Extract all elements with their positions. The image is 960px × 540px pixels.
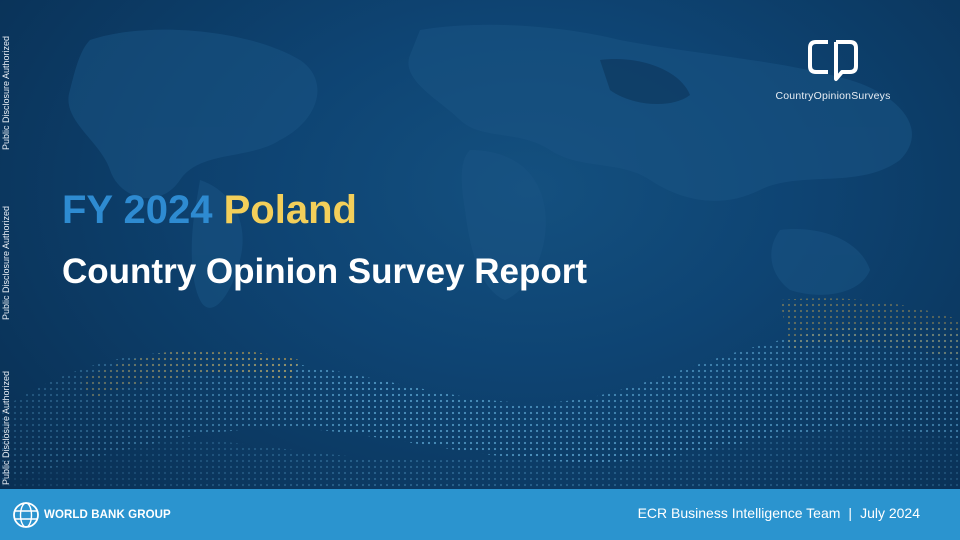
dotted-wave-decoration (0, 298, 960, 490)
watermark-text: Public Disclosure Authorized (1, 370, 11, 485)
report-title: FY 2024 Poland (62, 188, 357, 233)
report-subtitle: Country Opinion Survey Report (62, 252, 588, 291)
globe-icon (13, 502, 39, 528)
watermark-text: Public Disclosure Authorized (1, 205, 11, 320)
world-map-background (68, 24, 912, 308)
logo-text: CountryOpinionSurveys (775, 90, 891, 102)
report-date: July 2024 (860, 505, 920, 521)
fiscal-year: FY 2024 (62, 188, 213, 232)
footer-bar: WORLD BANK GROUP ECR Business Intelligen… (0, 489, 960, 540)
separator: | (848, 505, 853, 521)
footer-credit: ECR Business Intelligence Team | July 2024 (638, 505, 920, 521)
organization-name: WORLD BANK GROUP (44, 509, 171, 521)
watermark-text: Public Disclosure Authorized (1, 35, 11, 150)
world-bank-group-logo: WORLD BANK GROUP (12, 501, 182, 529)
speech-bubble-cp-icon (808, 40, 858, 81)
country-name: Poland (223, 188, 357, 232)
team-name: ECR Business Intelligence Team (637, 505, 841, 521)
country-opinion-surveys-logo: CountryOpinionSurveys (758, 38, 908, 108)
